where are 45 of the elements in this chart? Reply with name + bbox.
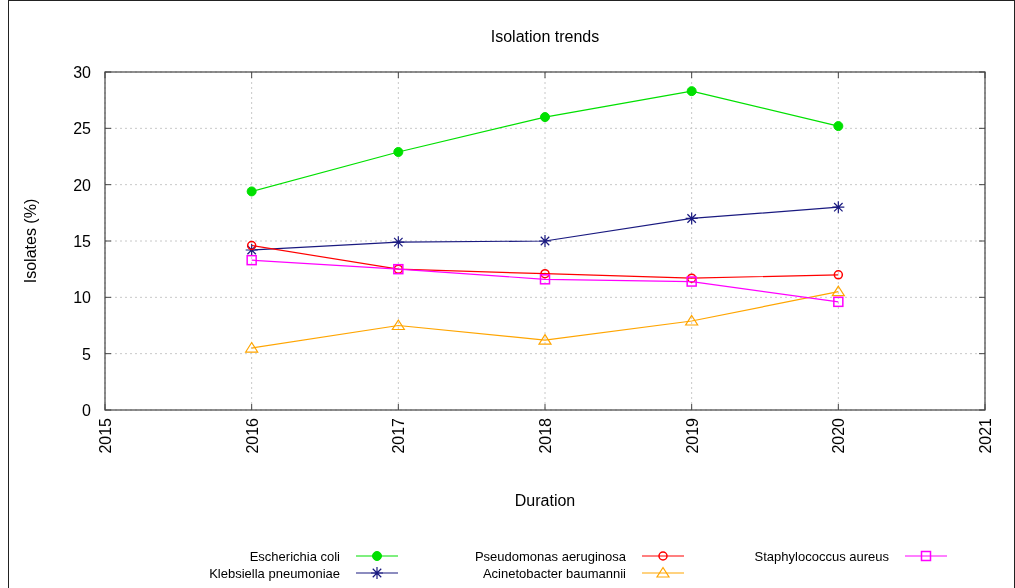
x-tick-label: 2021 xyxy=(977,417,994,454)
point xyxy=(685,314,699,326)
point xyxy=(833,270,844,280)
point xyxy=(391,235,405,249)
y-axis-title: Isolates (%) xyxy=(22,198,39,284)
x-tick-label: 2017 xyxy=(390,417,408,454)
point xyxy=(246,240,257,251)
point xyxy=(245,341,259,353)
y-tick-label: 10 xyxy=(73,289,92,307)
point xyxy=(245,243,259,257)
x-tick-label: 2016 xyxy=(243,417,261,454)
x-tick-label: 2015 xyxy=(97,417,114,454)
point xyxy=(833,296,844,308)
y-tick-label: 30 xyxy=(73,64,92,81)
legend-label: Klebsiella pneumoniae xyxy=(209,566,340,581)
legend-label: Escherichia coli xyxy=(249,549,341,564)
y-tick-label: 25 xyxy=(73,120,92,138)
point xyxy=(538,234,552,248)
x-axis-title: Duration xyxy=(514,492,576,509)
point xyxy=(831,200,845,214)
point xyxy=(540,112,550,123)
point xyxy=(246,254,257,266)
x-tick-label: 2020 xyxy=(830,417,848,454)
chart-title: Isolation trends xyxy=(490,28,600,45)
x-tick-label: 2019 xyxy=(683,417,701,454)
y-tick-label: 0 xyxy=(82,402,92,419)
point xyxy=(539,274,551,285)
y-tick-label: 5 xyxy=(82,345,92,363)
point xyxy=(538,334,552,345)
point xyxy=(393,146,404,157)
point xyxy=(686,273,697,283)
x-tick-label: 2018 xyxy=(537,417,554,454)
point xyxy=(246,186,257,197)
point xyxy=(833,121,844,132)
legend-label: Acinetobacter baumannii xyxy=(482,566,627,581)
legend-label: Staphylococcus aureus xyxy=(754,549,890,564)
point xyxy=(685,211,699,226)
point xyxy=(686,86,697,97)
point xyxy=(391,319,405,331)
y-tick-label: 15 xyxy=(73,233,92,250)
point xyxy=(831,285,845,297)
point xyxy=(540,268,550,279)
y-tick-label: 20 xyxy=(73,176,92,194)
point xyxy=(686,276,697,287)
legend-label: Pseudomonas aeruginosa xyxy=(474,549,627,564)
